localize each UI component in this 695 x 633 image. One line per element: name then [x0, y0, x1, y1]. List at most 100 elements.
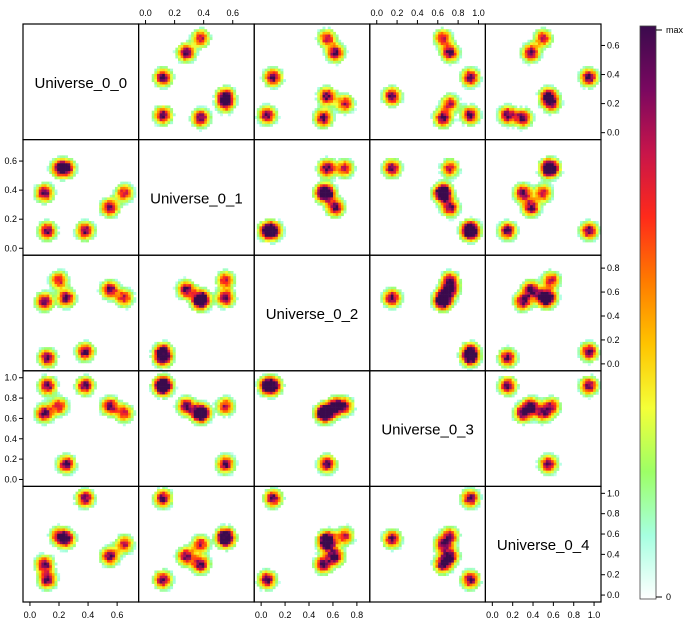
- density-bin: [57, 291, 61, 295]
- density-bin: [162, 118, 166, 122]
- density-bin: [256, 118, 260, 122]
- density-bin: [540, 192, 544, 196]
- density-bin: [51, 192, 55, 196]
- density-bin: [440, 115, 444, 119]
- density-bin: [448, 115, 452, 119]
- density-bin: [36, 381, 40, 385]
- density-bin: [582, 71, 586, 75]
- density-bin: [164, 73, 168, 77]
- density-bin: [438, 118, 442, 122]
- density-bin: [348, 105, 352, 109]
- density-bin: [122, 181, 126, 185]
- density-bin: [280, 231, 284, 235]
- density-bin: [120, 197, 124, 201]
- density-bin: [120, 205, 124, 209]
- density-bin: [532, 215, 536, 219]
- density-bin: [57, 171, 61, 175]
- density-bin: [183, 284, 187, 288]
- density-bin: [51, 394, 55, 398]
- density-bin: [522, 50, 526, 54]
- density-bin: [83, 386, 87, 390]
- density-bin: [38, 200, 42, 203]
- density-bin: [46, 365, 50, 369]
- density-bin: [322, 100, 326, 104]
- density-bin: [128, 181, 132, 185]
- density-bin: [440, 108, 444, 111]
- density-bin: [225, 276, 229, 280]
- density-bin: [319, 189, 323, 193]
- density-bin: [598, 79, 602, 83]
- density-bin: [259, 123, 263, 127]
- density-bin: [62, 281, 66, 285]
- density-bin: [201, 294, 205, 298]
- density-bin: [348, 160, 352, 164]
- density-bin: [545, 289, 549, 293]
- density-bin: [36, 420, 40, 424]
- density-bin: [448, 52, 452, 56]
- density-bin: [535, 207, 539, 211]
- density-bin: [65, 407, 68, 411]
- density-bin: [540, 50, 544, 54]
- density-bin: [36, 307, 40, 311]
- density-bin: [340, 160, 344, 164]
- density-bin: [443, 305, 447, 309]
- density-bin: [104, 281, 108, 285]
- density-bin: [330, 207, 334, 211]
- density-bin: [445, 268, 449, 272]
- density-bin: [196, 47, 200, 51]
- density-bin: [506, 236, 510, 240]
- density-bin: [530, 118, 533, 122]
- density-bin: [519, 110, 523, 114]
- density-bin: [312, 118, 315, 122]
- density-bin: [41, 402, 45, 406]
- density-bin: [385, 100, 389, 104]
- density-bin: [543, 281, 547, 285]
- density-bin: [41, 407, 45, 411]
- density-bin: [480, 223, 484, 227]
- density-bin: [128, 404, 132, 408]
- density-bin: [154, 344, 158, 348]
- density-bin: [162, 383, 166, 387]
- density-bin: [178, 58, 181, 62]
- density-bin: [51, 402, 55, 406]
- density-bin: [590, 66, 594, 69]
- density-bin: [537, 305, 541, 309]
- density-bin: [49, 362, 53, 366]
- density-bin: [540, 197, 544, 201]
- density-bin: [472, 226, 476, 230]
- density-bin: [451, 276, 455, 280]
- density-bin: [540, 157, 544, 161]
- density-bin: [83, 223, 87, 227]
- density-bin: [59, 305, 63, 309]
- density-bin: [333, 47, 336, 51]
- density-bin: [51, 381, 55, 385]
- density-bin: [325, 200, 329, 203]
- density-bin: [537, 181, 541, 185]
- density-bin: [390, 92, 394, 96]
- density-bin: [130, 297, 134, 301]
- density-bin: [467, 365, 470, 369]
- density-bin: [70, 473, 74, 477]
- density-bin: [156, 381, 160, 385]
- density-bin: [214, 94, 218, 98]
- density-bin: [561, 100, 565, 104]
- density-bin: [333, 34, 336, 38]
- density-bin: [225, 297, 229, 301]
- density-bin: [57, 468, 61, 471]
- density-bin: [172, 404, 176, 408]
- density-bin: [480, 228, 484, 232]
- density-bin: [461, 360, 465, 364]
- density-bin: [343, 160, 347, 164]
- density-bin: [553, 286, 557, 290]
- density-bin: [170, 76, 174, 80]
- density-bin: [201, 121, 205, 125]
- density-bin: [57, 355, 61, 358]
- density-bin: [99, 205, 103, 209]
- density-bin: [432, 37, 436, 41]
- density-bin: [51, 165, 55, 169]
- density-bin: [453, 281, 457, 285]
- density-bin: [548, 37, 552, 41]
- density-bin: [46, 397, 50, 400]
- density-bin: [445, 200, 449, 203]
- density-bin: [514, 115, 518, 119]
